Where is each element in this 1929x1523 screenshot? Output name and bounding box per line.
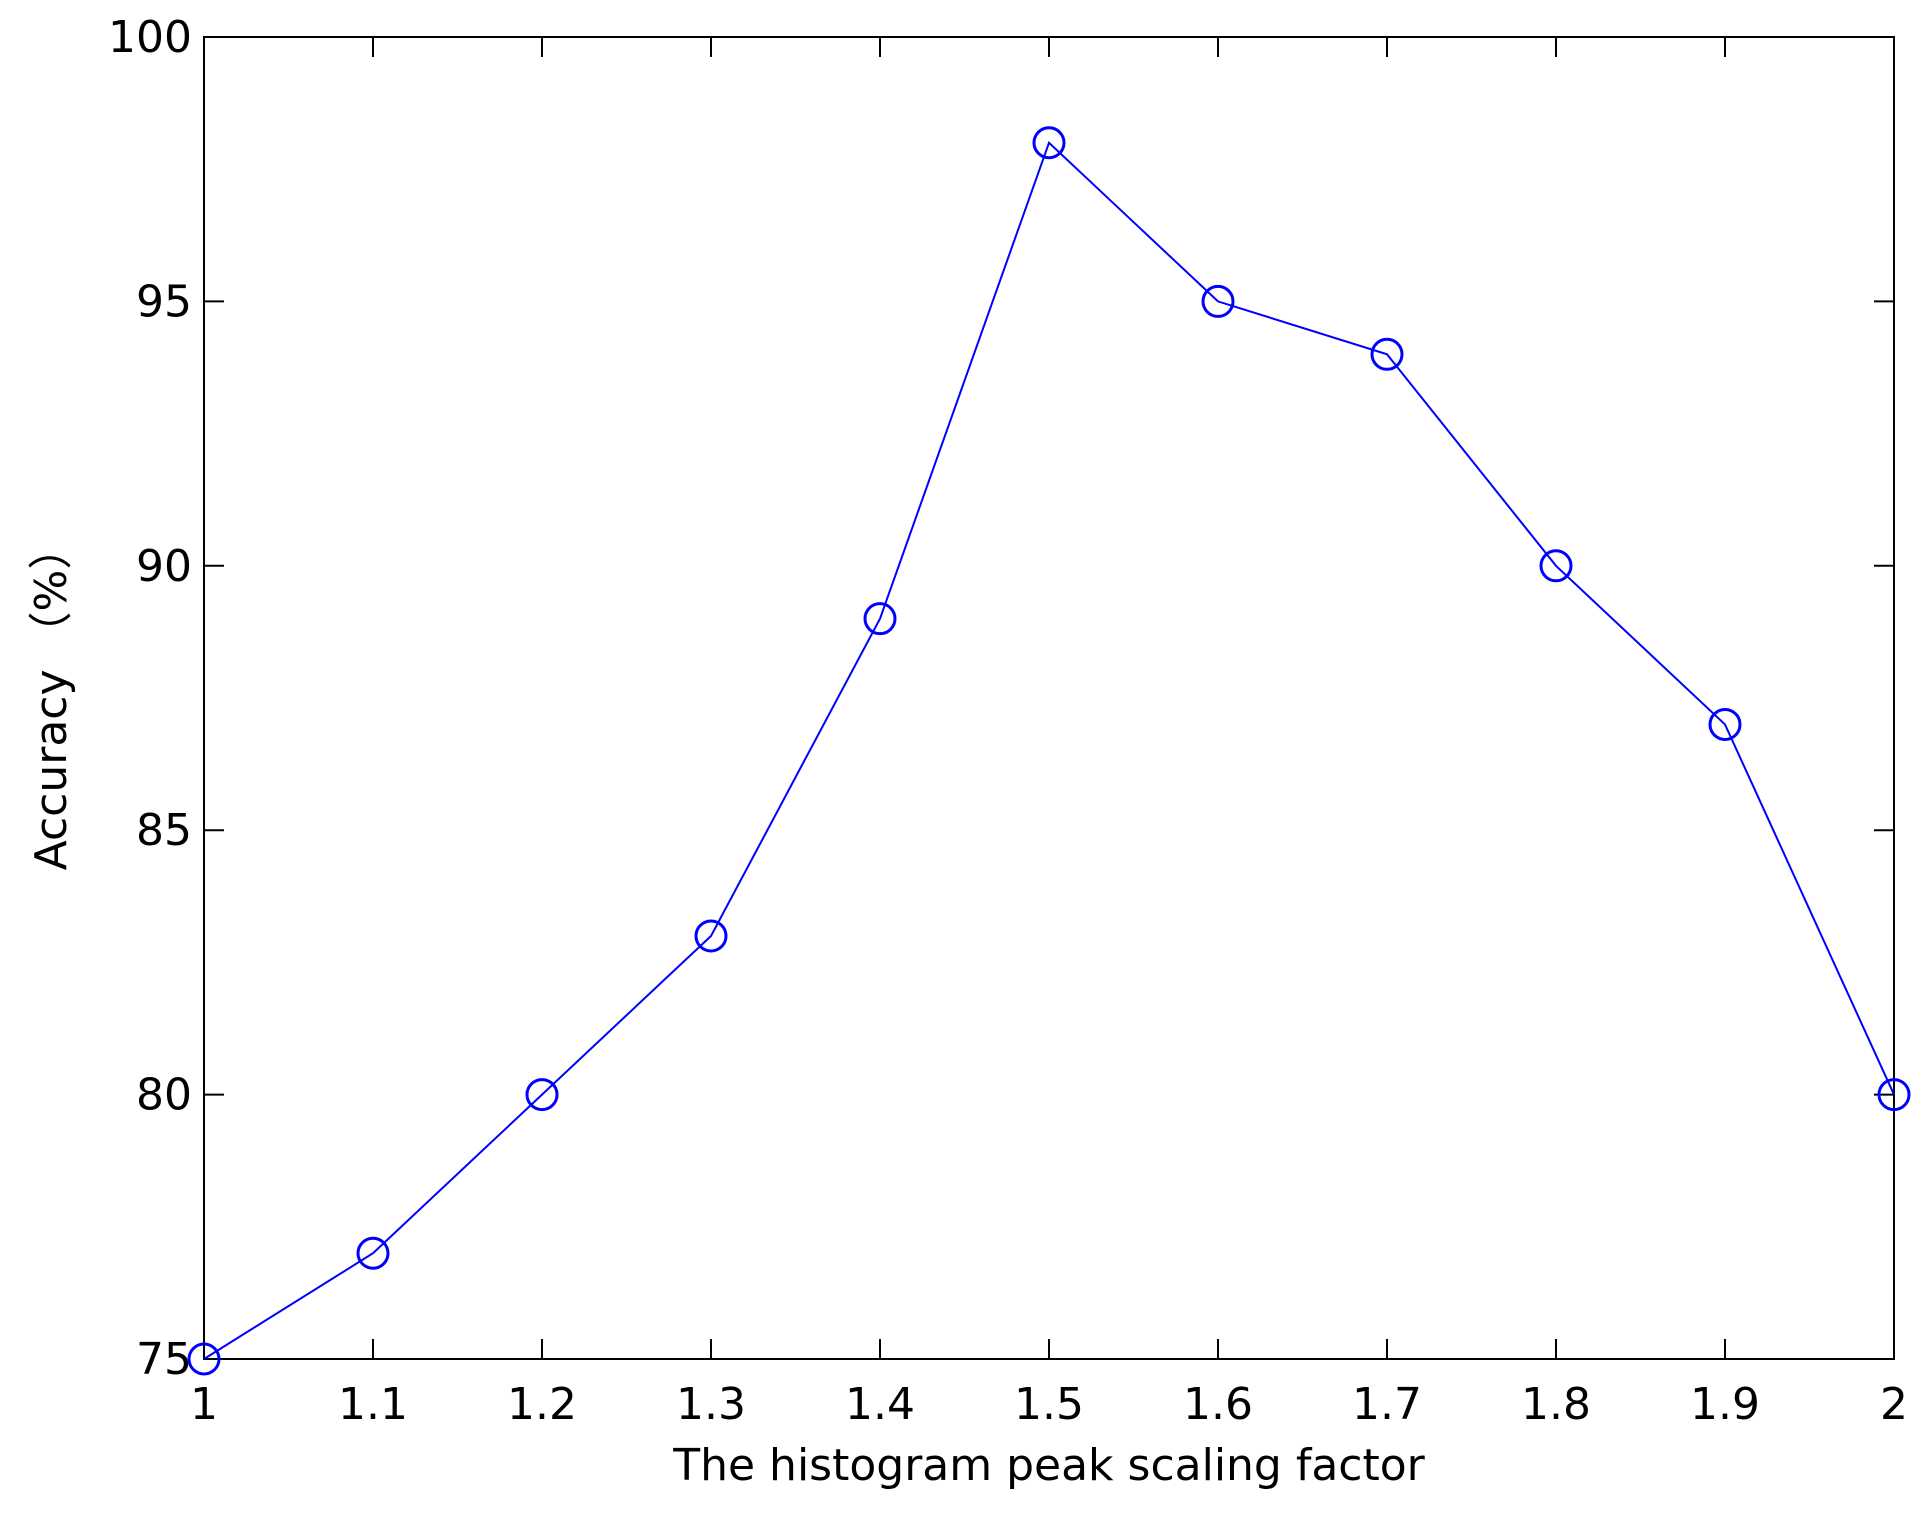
series-line: [203, 140, 1895, 1360]
x-tick-label: 1: [190, 1379, 218, 1430]
y-axis-label: Accuracy （%）: [26, 526, 77, 871]
x-tick-label: 1.3: [676, 1379, 746, 1430]
x-tick-label: 1.2: [507, 1379, 577, 1430]
x-tick-label: 1.1: [338, 1379, 408, 1430]
point-marker: [863, 602, 897, 636]
y-tick-label: 75: [136, 1334, 192, 1385]
x-tick-label: 1.8: [1521, 1379, 1591, 1430]
point-marker: [356, 1236, 390, 1270]
point-marker: [694, 919, 728, 953]
y-tick-label: 80: [136, 1070, 192, 1121]
plot-frame: [203, 36, 1895, 1360]
y-tick-label: 95: [136, 276, 192, 327]
y-tick-label: 85: [136, 805, 192, 856]
x-tick-label: 1.5: [1014, 1379, 1084, 1430]
point-marker: [1201, 284, 1235, 318]
point-marker: [525, 1078, 559, 1112]
point-marker: [1877, 1078, 1911, 1112]
y-tick-label: 100: [108, 12, 192, 63]
point-marker: [187, 1342, 221, 1376]
x-tick-label: 1.6: [1183, 1379, 1253, 1430]
point-marker: [1539, 549, 1573, 583]
y-tick-label: 90: [136, 541, 192, 592]
x-tick-label: 1.4: [845, 1379, 915, 1430]
x-tick-label: 2: [1880, 1379, 1908, 1430]
point-marker: [1370, 337, 1404, 371]
point-marker: [1708, 707, 1742, 741]
point-marker: [1032, 126, 1066, 160]
x-tick-label: 1.9: [1690, 1379, 1760, 1430]
x-axis-label: The histogram peak scaling factor: [672, 1440, 1425, 1491]
x-tick-label: 1.7: [1352, 1379, 1422, 1430]
